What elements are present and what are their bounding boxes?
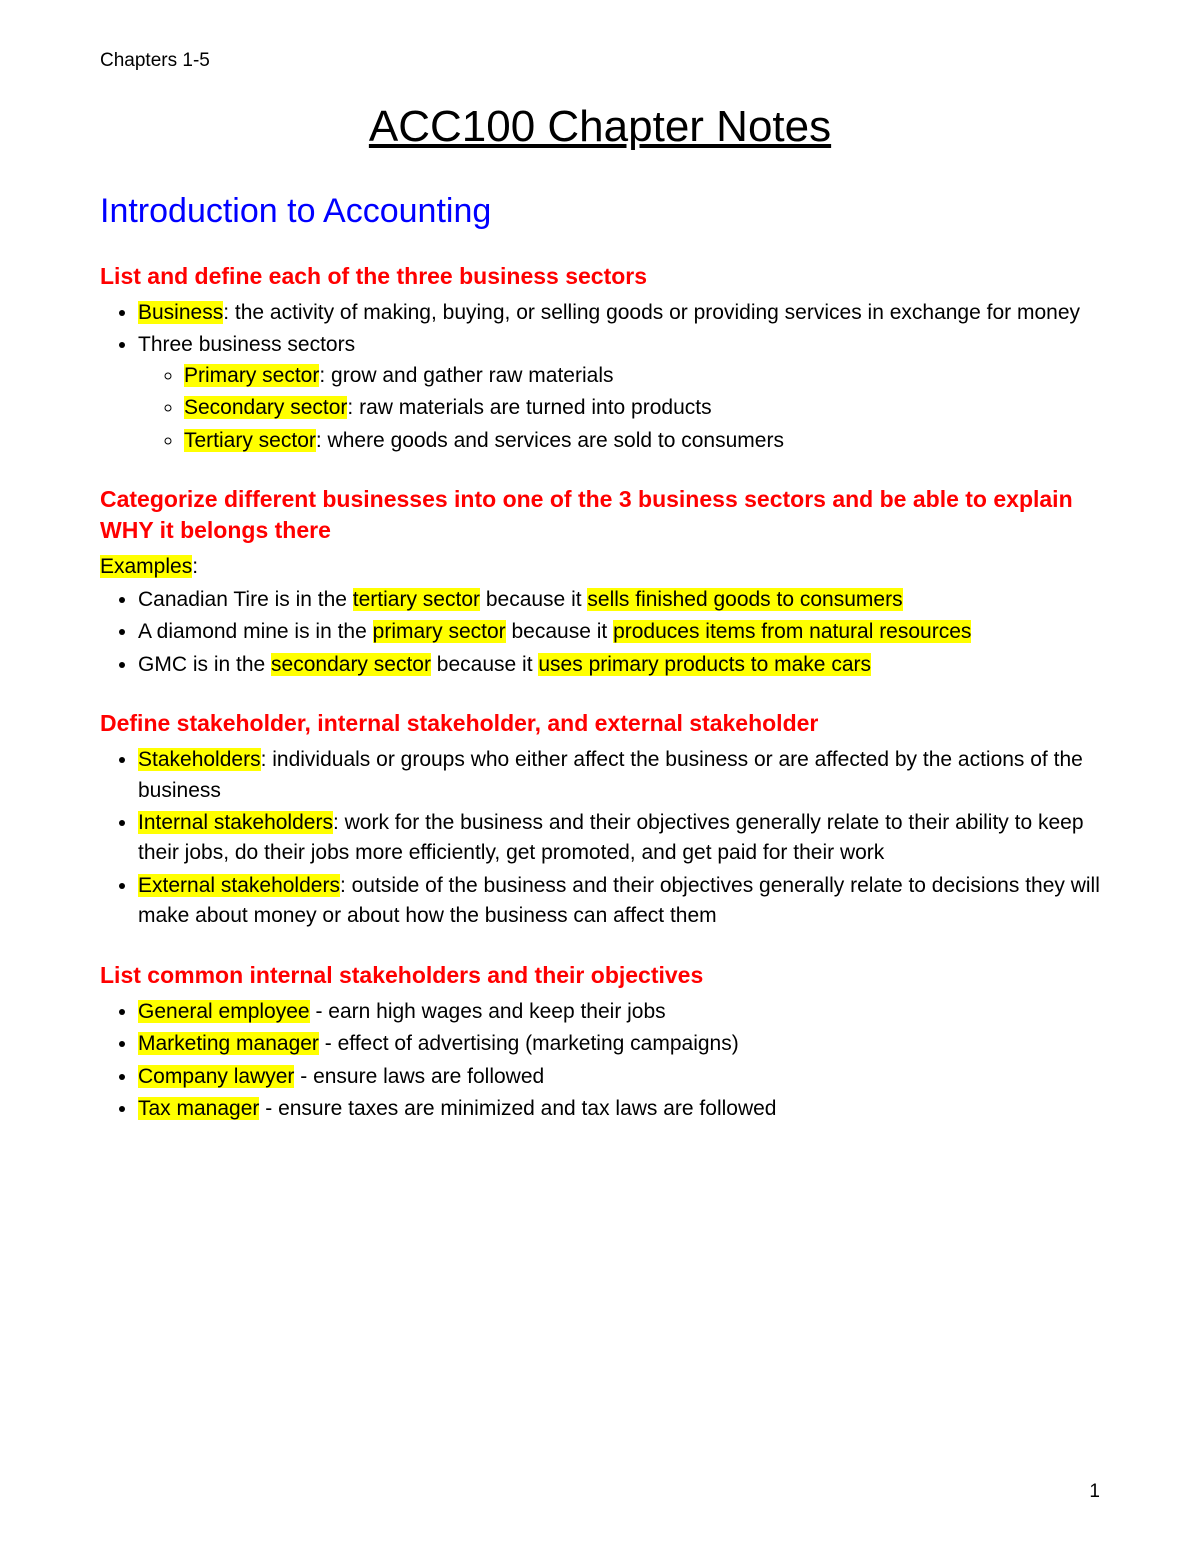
document-title: ACC100 Chapter Notes: [100, 102, 1100, 152]
list-item: Canadian Tire is in the tertiary sector …: [138, 585, 1100, 615]
term-make-cars: uses primary products to make cars: [538, 653, 871, 676]
list-stakeholders: Stakeholders: individuals or groups who …: [138, 745, 1100, 932]
label-rest: :: [192, 555, 198, 578]
term-business: Business: [138, 301, 223, 324]
list-item: Business: the activity of making, buying…: [138, 298, 1100, 328]
list-item: External stakeholders: outside of the bu…: [138, 871, 1100, 932]
term-secondary-sector: Secondary sector: [184, 396, 347, 419]
list-item: Company lawyer - ensure laws are followe…: [138, 1062, 1100, 1092]
subheading-business-sectors: List and define each of the three busine…: [100, 261, 1100, 292]
text: because it: [431, 653, 538, 676]
list-item: GMC is in the secondary sector because i…: [138, 650, 1100, 680]
document-page: Chapters 1-5 ACC100 Chapter Notes Introd…: [0, 0, 1200, 1553]
definition-text: - ensure taxes are minimized and tax law…: [259, 1097, 776, 1120]
page-number: 1: [1089, 1481, 1100, 1503]
list-item: Internal stakeholders: work for the busi…: [138, 808, 1100, 869]
subheading-categorize: Categorize different businesses into one…: [100, 484, 1100, 546]
definition-text: : individuals or groups who either affec…: [138, 748, 1083, 801]
sublist-sectors: Primary sector: grow and gather raw mate…: [184, 361, 1100, 456]
term-internal-stakeholders: Internal stakeholders: [138, 811, 333, 834]
definition-text: - ensure laws are followed: [294, 1065, 544, 1088]
term-primary: primary sector: [373, 620, 506, 643]
term-general-employee: General employee: [138, 1000, 310, 1023]
definition-text: : where goods and services are sold to c…: [316, 429, 784, 452]
term-sells-goods: sells finished goods to consumers: [587, 588, 902, 611]
list-item: Tertiary sector: where goods and service…: [184, 426, 1100, 456]
definition-text: : the activity of making, buying, or sel…: [223, 301, 1080, 324]
definition-text: : raw materials are turned into products: [347, 396, 711, 419]
term-marketing-manager: Marketing manager: [138, 1032, 319, 1055]
chapter-range: Chapters 1-5: [100, 50, 1100, 72]
text: GMC is in the: [138, 653, 271, 676]
term-natural-resources: produces items from natural resources: [613, 620, 971, 643]
term-external-stakeholders: External stakeholders: [138, 874, 340, 897]
list-item: Three business sectors Primary sector: g…: [138, 330, 1100, 456]
term-secondary: secondary sector: [271, 653, 431, 676]
list-item: Primary sector: grow and gather raw mate…: [184, 361, 1100, 391]
list-examples: Canadian Tire is in the tertiary sector …: [138, 585, 1100, 680]
term-stakeholders: Stakeholders: [138, 748, 261, 771]
term-examples: Examples: [100, 555, 192, 578]
text: A diamond mine is in the: [138, 620, 373, 643]
term-tax-manager: Tax manager: [138, 1097, 259, 1120]
list-item: A diamond mine is in the primary sector …: [138, 617, 1100, 647]
definition-text: - earn high wages and keep their jobs: [310, 1000, 666, 1023]
subheading-stakeholders: Define stakeholder, internal stakeholder…: [100, 708, 1100, 739]
list-item: Marketing manager - effect of advertisin…: [138, 1029, 1100, 1059]
text: because it: [480, 588, 587, 611]
list-text: Three business sectors: [138, 333, 355, 356]
term-tertiary-sector: Tertiary sector: [184, 429, 316, 452]
list-item: Secondary sector: raw materials are turn…: [184, 393, 1100, 423]
text: because it: [506, 620, 613, 643]
list-item: Tax manager - ensure taxes are minimized…: [138, 1094, 1100, 1124]
examples-label: Examples:: [100, 552, 1100, 582]
subheading-internal-stakeholders: List common internal stakeholders and th…: [100, 960, 1100, 991]
list-internal-stakeholders: General employee - earn high wages and k…: [138, 997, 1100, 1125]
section-title: Introduction to Accounting: [100, 192, 1100, 231]
list-item: Stakeholders: individuals or groups who …: [138, 745, 1100, 806]
term-primary-sector: Primary sector: [184, 364, 319, 387]
term-tertiary: tertiary sector: [353, 588, 480, 611]
list-business-sectors: Business: the activity of making, buying…: [138, 298, 1100, 456]
list-item: General employee - earn high wages and k…: [138, 997, 1100, 1027]
definition-text: - effect of advertising (marketing campa…: [319, 1032, 739, 1055]
text: Canadian Tire is in the: [138, 588, 353, 611]
definition-text: : grow and gather raw materials: [319, 364, 613, 387]
term-company-lawyer: Company lawyer: [138, 1065, 294, 1088]
